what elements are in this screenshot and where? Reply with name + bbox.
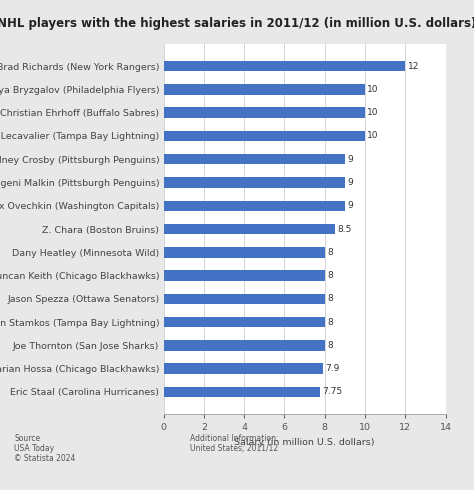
Text: 8: 8	[327, 248, 333, 257]
Text: 10: 10	[367, 108, 379, 117]
Text: 8: 8	[327, 294, 333, 303]
Bar	[164, 177, 345, 188]
Text: Additional Information:
United States; 2011/12: Additional Information: United States; 2…	[190, 434, 278, 453]
Bar	[164, 270, 325, 281]
Text: 9: 9	[347, 178, 353, 187]
Bar	[164, 200, 345, 211]
Bar	[164, 387, 319, 397]
Bar	[164, 340, 325, 351]
Bar	[164, 61, 405, 72]
Text: 10: 10	[367, 131, 379, 141]
Text: 7.75: 7.75	[322, 388, 342, 396]
Bar	[164, 154, 345, 165]
Bar	[164, 294, 325, 304]
Text: 8.5: 8.5	[337, 224, 352, 234]
Text: 7.9: 7.9	[325, 364, 339, 373]
X-axis label: Salary (in million U.S. dollars): Salary (in million U.S. dollars)	[234, 438, 375, 446]
Text: NHL players with the highest salaries in 2011/12 (in million U.S. dollars): NHL players with the highest salaries in…	[0, 17, 474, 30]
Bar	[164, 224, 335, 234]
Text: 8: 8	[327, 318, 333, 327]
Bar	[164, 364, 323, 374]
Text: 8: 8	[327, 341, 333, 350]
Text: 10: 10	[367, 85, 379, 94]
Bar	[164, 317, 325, 327]
Bar	[164, 84, 365, 95]
Text: 8: 8	[327, 271, 333, 280]
Text: 12: 12	[408, 62, 419, 71]
Text: 9: 9	[347, 155, 353, 164]
Text: 9: 9	[347, 201, 353, 210]
Bar	[164, 247, 325, 258]
Text: Source
USA Today
© Statista 2024: Source USA Today © Statista 2024	[14, 434, 75, 464]
Bar	[164, 131, 365, 141]
Bar	[164, 107, 365, 118]
